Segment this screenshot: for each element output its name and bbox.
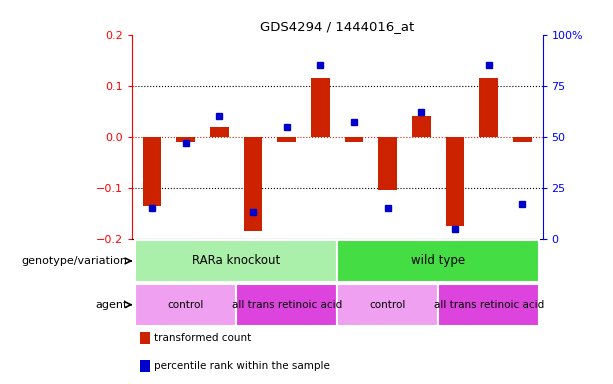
Bar bbox=[140, 360, 150, 372]
Bar bbox=[140, 332, 150, 344]
Bar bbox=[337, 240, 539, 282]
Bar bbox=[479, 78, 498, 137]
Bar bbox=[311, 78, 330, 137]
Bar bbox=[177, 137, 195, 142]
Bar bbox=[244, 137, 262, 231]
Bar bbox=[135, 240, 337, 282]
Text: control: control bbox=[167, 300, 204, 310]
Text: all trans retinoic acid: all trans retinoic acid bbox=[232, 300, 342, 310]
Text: transformed count: transformed count bbox=[154, 333, 251, 343]
Text: control: control bbox=[370, 300, 406, 310]
Text: wild type: wild type bbox=[411, 255, 465, 267]
Bar bbox=[337, 284, 438, 326]
Bar bbox=[236, 284, 337, 326]
Bar bbox=[438, 284, 539, 326]
Bar bbox=[278, 137, 296, 142]
Bar bbox=[210, 127, 229, 137]
Text: all trans retinoic acid: all trans retinoic acid bbox=[433, 300, 544, 310]
Title: GDS4294 / 1444016_at: GDS4294 / 1444016_at bbox=[260, 20, 414, 33]
Text: percentile rank within the sample: percentile rank within the sample bbox=[154, 361, 330, 371]
Bar bbox=[135, 284, 236, 326]
Bar bbox=[143, 137, 161, 206]
Bar bbox=[446, 137, 464, 226]
Text: RARa knockout: RARa knockout bbox=[192, 255, 280, 267]
Text: genotype/variation: genotype/variation bbox=[21, 256, 128, 266]
Bar bbox=[345, 137, 364, 142]
Bar bbox=[412, 116, 430, 137]
Bar bbox=[378, 137, 397, 190]
Text: agent: agent bbox=[95, 300, 128, 310]
Bar bbox=[513, 137, 531, 142]
